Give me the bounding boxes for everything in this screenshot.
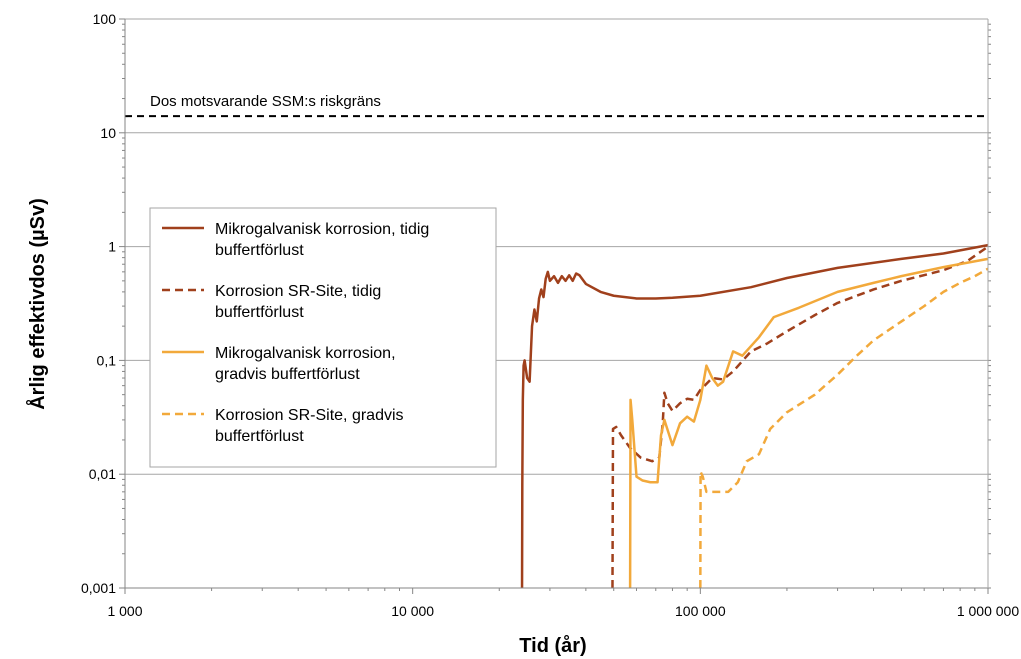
x-tick-label: 10 000 <box>391 603 434 619</box>
legend-label-2: Korrosion SR-Site, tidig <box>215 283 381 300</box>
legend-label-1: buffertförlust <box>215 242 304 259</box>
series-line-2 <box>611 245 989 589</box>
legend-box <box>149 207 497 468</box>
legend-label-1: Mikrogalvanisk korrosion, tidig <box>215 221 429 238</box>
y-tick-label: 100 <box>93 11 117 27</box>
y-tick-label: 0,1 <box>97 352 117 368</box>
series-line-3 <box>628 257 989 589</box>
series-line-4 <box>699 267 989 589</box>
reference-line-label: Dos motsvarande SSM:s riskgräns <box>150 93 381 110</box>
legend-label-2: buffertförlust <box>215 304 304 321</box>
legend-label-3: Mikrogalvanisk korrosion, <box>215 345 396 362</box>
legend-label-3: gradvis buffertförlust <box>215 366 360 383</box>
x-tick-label: 1 000 <box>107 603 142 619</box>
y-tick-label: 1 <box>108 239 116 255</box>
series-layer <box>520 243 989 589</box>
x-tick-label: 100 000 <box>675 603 726 619</box>
legend-label-4: buffertförlust <box>215 428 304 445</box>
y-axis-title: Årlig effektivdos (µSv) <box>25 198 49 410</box>
y-tick-label: 0,001 <box>81 580 116 596</box>
legend-label-4: Korrosion SR-Site, gradvis <box>215 407 404 424</box>
x-axis-title: Tid (år) <box>519 634 586 657</box>
legend: Mikrogalvanisk korrosion, tidig buffertfö… <box>149 207 497 468</box>
y-tick-label: 10 <box>100 125 116 141</box>
series-line-1 <box>520 243 989 589</box>
y-tick-label: 0,01 <box>89 466 116 482</box>
x-tick-label: 1 000 000 <box>957 603 1019 619</box>
reference-line-layer: Dos motsvarande SSM:s riskgräns <box>125 93 988 118</box>
axis-layer: 0,001 0,01 0,1 1 10 100 1 000 10 000 100 000 1 00… <box>81 11 1019 619</box>
